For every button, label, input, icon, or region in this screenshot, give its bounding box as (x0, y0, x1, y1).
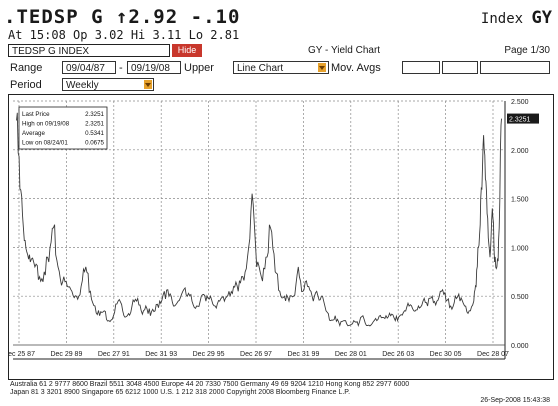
x-tick-label: Dec 26 03 (382, 351, 414, 358)
period-select[interactable]: Weekly (62, 78, 154, 91)
index-label: Index (480, 11, 524, 27)
index-code: GY (531, 8, 552, 28)
x-tick-label: Dec 30 05 (430, 351, 462, 358)
x-tick-label: Dec 26 97 (240, 351, 272, 358)
x-tick-label: Dec 31 93 (145, 351, 177, 358)
upper-label: Upper (184, 62, 214, 74)
ticker-symbol: .TEDSP G (4, 6, 104, 28)
footer-timestamp: 26-Sep-2008 15:43:38 (480, 397, 550, 404)
stats-legend-box (18, 106, 108, 150)
y-tick-label: 0.500 (511, 294, 529, 301)
page-indicator: Page 1/30 (504, 45, 550, 56)
legend-value: 0.0675 (85, 140, 104, 147)
period-label: Period (10, 79, 42, 91)
upper-select-value: Line Chart (237, 63, 284, 74)
mov-avg-input-3[interactable] (480, 61, 550, 74)
last-value-label: 2.3251 (509, 117, 531, 124)
x-tick-label: Dec 31 99 (287, 351, 319, 358)
ticker-header: .TEDSP G ↑2.92 -.10 (4, 6, 240, 28)
last-value-marker (507, 113, 539, 124)
hide-button[interactable]: Hide (172, 44, 202, 57)
legend-value: 0.5341 (85, 130, 104, 137)
mov-avg-input-2[interactable] (442, 61, 478, 74)
x-tick-label: Dec 29 89 (50, 351, 82, 358)
last-price: 2.92 (128, 6, 179, 28)
mov-avgs-label: Mov. Avgs (331, 62, 381, 74)
x-tick-label: Dec 28 07 (477, 351, 509, 358)
legend-label: Last Price (22, 111, 50, 118)
legend-value: 2.3251 (85, 111, 104, 118)
period-select-value: Weekly (66, 80, 99, 91)
yield-chart: 0.000 0.500 1.000 1.500 2.000 2.500 Dec 25 87 D… (3, 99, 539, 360)
range-separator: - (119, 62, 123, 74)
index-indicator: Index GY (481, 8, 552, 28)
x-tick-label: Dec 28 01 (335, 351, 367, 358)
y-tick-label: 1.500 (511, 197, 529, 204)
footer-contacts-line-2: Japan 81 3 3201 8900 Singapore 65 6212 1… (10, 389, 351, 396)
upper-select[interactable]: Line Chart (233, 61, 329, 74)
yield-series-line (16, 112, 502, 327)
range-end-input[interactable]: 09/19/08 (127, 61, 181, 74)
legend-label: Average (22, 130, 45, 137)
security-field[interactable]: TEDSP G INDEX (8, 44, 170, 57)
quote-line: At 15:08 Op 3.02 Hi 3.11 Lo 2.81 (8, 28, 240, 42)
chart-title: GY - Yield Chart (308, 45, 381, 56)
net-change: -.10 (190, 6, 241, 28)
footer-contacts-line-1: Australia 61 2 9777 8600 Brazil 5511 304… (10, 381, 410, 388)
y-tick-label: 2.500 (511, 99, 529, 106)
up-arrow-icon: ↑ (115, 6, 129, 28)
x-tick-label: Dec 25 87 (9, 351, 35, 358)
x-tick-label: Dec 27 91 (98, 351, 130, 358)
legend-label: Low on 08/24/01 (22, 140, 68, 147)
y-tick-label: 0.000 (511, 343, 529, 350)
dropdown-arrow-icon[interactable] (318, 63, 326, 72)
yield-chart-frame: 0.000 0.500 1.000 1.500 2.000 2.500 Dec 25 87 D… (3, 94, 554, 380)
x-tick-label: Dec 29 95 (193, 351, 225, 358)
range-label: Range (10, 62, 43, 74)
range-start-input[interactable]: 09/04/87 (62, 61, 116, 74)
title-bar: TEDSP G INDEX Hide GY - Yield Chart Page… (8, 44, 550, 58)
legend-label: High on 09/19/08 (22, 121, 70, 128)
y-tick-label: 2.000 (511, 148, 529, 155)
legend-value: 2.3251 (85, 121, 104, 128)
y-tick-label: 1.000 (511, 245, 529, 252)
dropdown-arrow-icon[interactable] (144, 80, 152, 89)
mov-avg-input-1[interactable] (402, 61, 440, 74)
